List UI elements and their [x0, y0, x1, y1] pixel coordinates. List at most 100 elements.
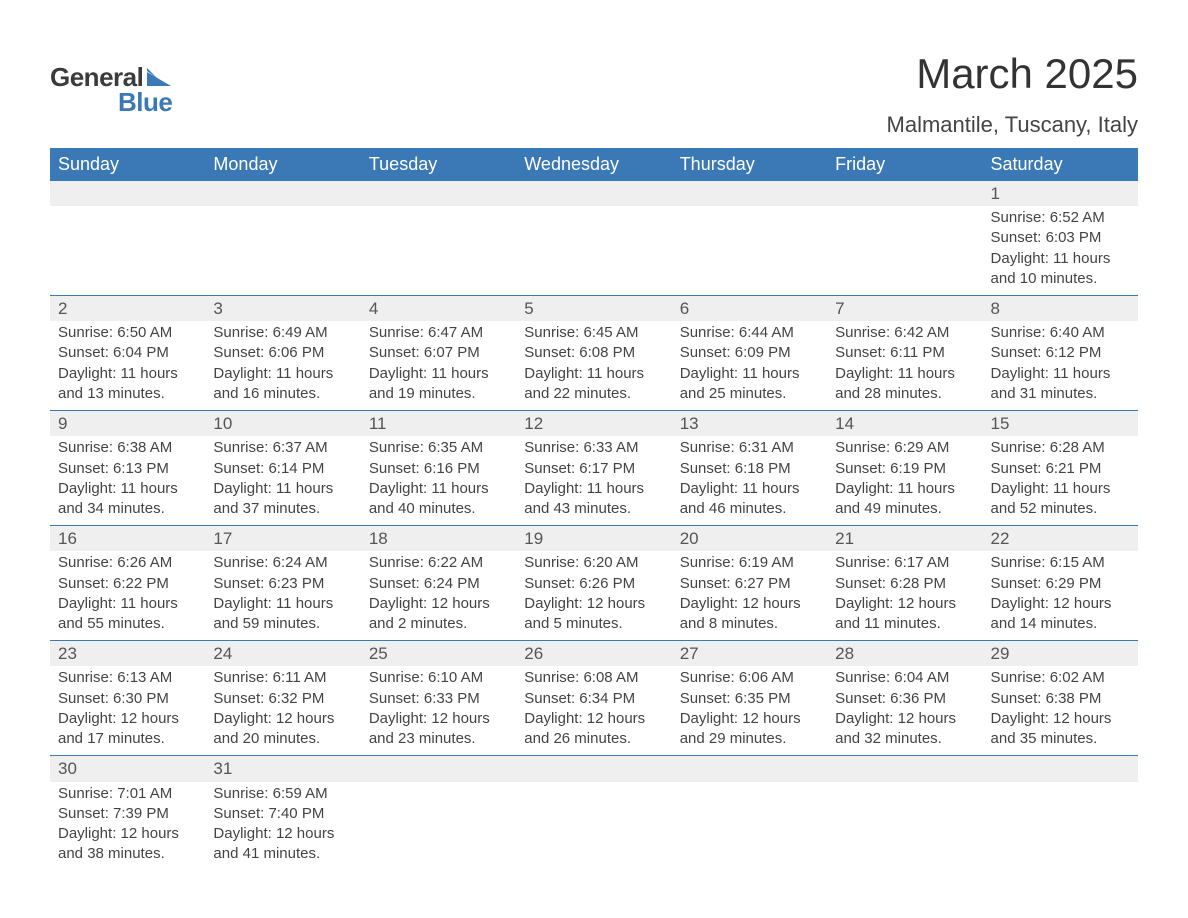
day-number-cell: 8: [983, 295, 1138, 321]
day-body-cell: Sunrise: 6:40 AMSunset: 6:12 PMDaylight:…: [983, 321, 1138, 410]
sunset-line: Sunset: 6:21 PM: [991, 459, 1130, 479]
day-number: [516, 756, 671, 781]
day-number: 6: [672, 296, 827, 321]
sunset-line: Sunset: 6:16 PM: [369, 459, 508, 479]
day-number-cell: 2: [50, 295, 205, 321]
sunrise-line: Sunrise: 6:17 AM: [835, 553, 974, 573]
day-number: 3: [205, 296, 360, 321]
day-number: [205, 181, 360, 206]
day-number-cell: [516, 181, 671, 206]
day-number-cell: 7: [827, 295, 982, 321]
day-body-cell: [827, 206, 982, 295]
day-number-cell: [361, 755, 516, 781]
daylight-line: Daylight: 11 hours and 22 minutes.: [524, 364, 663, 405]
day-number-cell: 31: [205, 755, 360, 781]
sunset-line: Sunset: 6:27 PM: [680, 574, 819, 594]
weekday-header: Thursday: [672, 148, 827, 181]
sunset-line: Sunset: 6:14 PM: [213, 459, 352, 479]
day-number-row: 3031: [50, 755, 1138, 781]
day-body-cell: Sunrise: 6:37 AMSunset: 6:14 PMDaylight:…: [205, 436, 360, 525]
location: Malmantile, Tuscany, Italy: [887, 112, 1138, 138]
daylight-line: Daylight: 12 hours and 35 minutes.: [991, 709, 1130, 750]
day-number-cell: 6: [672, 295, 827, 321]
sunset-line: Sunset: 6:38 PM: [991, 689, 1130, 709]
day-number: 15: [983, 411, 1138, 436]
sunrise-line: Sunrise: 6:13 AM: [58, 668, 197, 688]
day-body-cell: [516, 782, 671, 871]
daylight-line: Daylight: 12 hours and 29 minutes.: [680, 709, 819, 750]
day-number-cell: [516, 755, 671, 781]
day-number-cell: 27: [672, 640, 827, 666]
month-title: March 2025: [887, 50, 1138, 98]
sunrise-line: Sunrise: 6:59 AM: [213, 784, 352, 804]
day-number: [672, 756, 827, 781]
day-number-cell: [672, 755, 827, 781]
day-number-cell: 12: [516, 410, 671, 436]
day-body-row: Sunrise: 6:52 AMSunset: 6:03 PMDaylight:…: [50, 206, 1138, 295]
day-number-cell: [827, 755, 982, 781]
sunrise-line: Sunrise: 6:24 AM: [213, 553, 352, 573]
day-number: [361, 181, 516, 206]
day-number-cell: 4: [361, 295, 516, 321]
sunset-line: Sunset: 6:24 PM: [369, 574, 508, 594]
day-body-cell: Sunrise: 6:29 AMSunset: 6:19 PMDaylight:…: [827, 436, 982, 525]
day-number: 8: [983, 296, 1138, 321]
sunrise-line: Sunrise: 6:33 AM: [524, 438, 663, 458]
day-number-cell: 21: [827, 525, 982, 551]
day-body-cell: Sunrise: 6:17 AMSunset: 6:28 PMDaylight:…: [827, 551, 982, 640]
day-body-cell: Sunrise: 7:01 AMSunset: 7:39 PMDaylight:…: [50, 782, 205, 871]
day-body-cell: Sunrise: 6:02 AMSunset: 6:38 PMDaylight:…: [983, 666, 1138, 755]
day-number-cell: 25: [361, 640, 516, 666]
sunrise-line: Sunrise: 6:02 AM: [991, 668, 1130, 688]
day-number-cell: 26: [516, 640, 671, 666]
day-number-cell: 14: [827, 410, 982, 436]
day-number-cell: 10: [205, 410, 360, 436]
daylight-line: Daylight: 11 hours and 37 minutes.: [213, 479, 352, 520]
day-number: [50, 181, 205, 206]
daylight-line: Daylight: 11 hours and 13 minutes.: [58, 364, 197, 405]
day-body-cell: Sunrise: 6:49 AMSunset: 6:06 PMDaylight:…: [205, 321, 360, 410]
day-number: [983, 756, 1138, 781]
day-body-cell: Sunrise: 6:13 AMSunset: 6:30 PMDaylight:…: [50, 666, 205, 755]
sunset-line: Sunset: 6:28 PM: [835, 574, 974, 594]
weekday-header: Saturday: [983, 148, 1138, 181]
day-number-cell: 24: [205, 640, 360, 666]
sunset-line: Sunset: 6:29 PM: [991, 574, 1130, 594]
day-number: 25: [361, 641, 516, 666]
day-body-cell: [205, 206, 360, 295]
daylight-line: Daylight: 12 hours and 23 minutes.: [369, 709, 508, 750]
sunrise-line: Sunrise: 7:01 AM: [58, 784, 197, 804]
sunset-line: Sunset: 6:23 PM: [213, 574, 352, 594]
sunset-line: Sunset: 7:39 PM: [58, 804, 197, 824]
daylight-line: Daylight: 11 hours and 31 minutes.: [991, 364, 1130, 405]
day-number: [672, 181, 827, 206]
day-number-cell: 28: [827, 640, 982, 666]
sunrise-line: Sunrise: 6:50 AM: [58, 323, 197, 343]
day-body-cell: [361, 206, 516, 295]
sunset-line: Sunset: 6:17 PM: [524, 459, 663, 479]
day-number: 26: [516, 641, 671, 666]
day-number: 24: [205, 641, 360, 666]
day-number: 12: [516, 411, 671, 436]
day-body-cell: [827, 782, 982, 871]
day-body-row: Sunrise: 6:13 AMSunset: 6:30 PMDaylight:…: [50, 666, 1138, 755]
daylight-line: Daylight: 12 hours and 26 minutes.: [524, 709, 663, 750]
daylight-line: Daylight: 11 hours and 25 minutes.: [680, 364, 819, 405]
daylight-line: Daylight: 12 hours and 32 minutes.: [835, 709, 974, 750]
sunrise-line: Sunrise: 6:06 AM: [680, 668, 819, 688]
sunrise-line: Sunrise: 6:47 AM: [369, 323, 508, 343]
day-body-cell: Sunrise: 6:35 AMSunset: 6:16 PMDaylight:…: [361, 436, 516, 525]
day-number: 9: [50, 411, 205, 436]
day-number-cell: 1: [983, 181, 1138, 206]
weekday-header: Monday: [205, 148, 360, 181]
sunset-line: Sunset: 6:36 PM: [835, 689, 974, 709]
sunset-line: Sunset: 6:18 PM: [680, 459, 819, 479]
day-number: 28: [827, 641, 982, 666]
daylight-line: Daylight: 12 hours and 11 minutes.: [835, 594, 974, 635]
day-body-cell: Sunrise: 6:52 AMSunset: 6:03 PMDaylight:…: [983, 206, 1138, 295]
sunrise-line: Sunrise: 6:49 AM: [213, 323, 352, 343]
daylight-line: Daylight: 11 hours and 59 minutes.: [213, 594, 352, 635]
day-number: 27: [672, 641, 827, 666]
day-number: 29: [983, 641, 1138, 666]
day-number-cell: [983, 755, 1138, 781]
